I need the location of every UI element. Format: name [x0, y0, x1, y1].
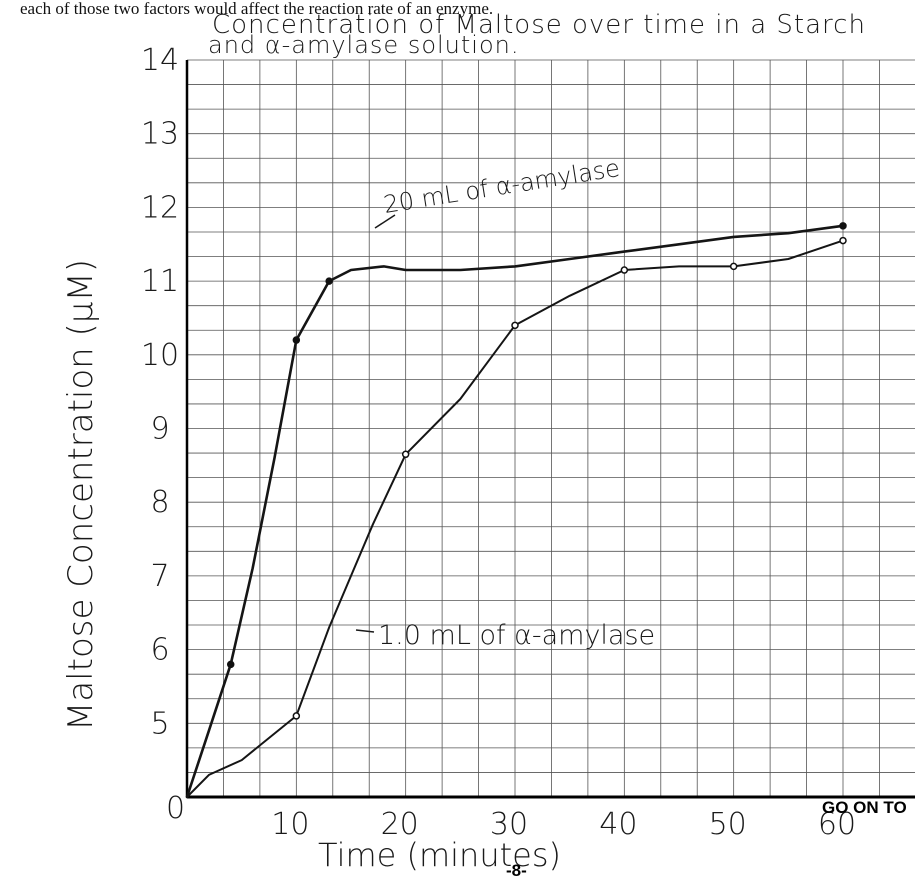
annotation-series-20ml: 20 mL of α-amylase [374, 154, 622, 229]
annotation-1ml-text: 1.0 mL of α-amylase [378, 620, 655, 651]
y-axis-label: Maltose Concentration (μM) [61, 259, 101, 731]
chart-title-line-2: and α-amylase solution. [208, 31, 520, 59]
data-point [839, 236, 847, 245]
chart-axes [185, 60, 915, 799]
y-tick-label: 6 [150, 633, 169, 668]
x-tick-label: 20 [381, 807, 419, 842]
x-tick-label: 50 [709, 807, 747, 842]
data-point [620, 266, 629, 274]
page-number: -8- [506, 861, 527, 880]
x-tick-labels: 10 20 30 40 50 60 [271, 807, 856, 842]
chart-markers [226, 222, 847, 720]
x-tick-label: 40 [599, 807, 637, 842]
y-tick-label: 9 [150, 412, 169, 447]
y-tick-label: 7 [150, 559, 169, 594]
y-tick-label: 12 [141, 190, 179, 225]
x-axis-label: Time (minutes) [318, 836, 561, 874]
data-point [511, 321, 519, 330]
annotation-series-1ml: 1.0 mL of α-amylase [355, 620, 655, 651]
x-tick-label: 10 [271, 807, 309, 842]
series-line-1 [185, 224, 845, 799]
x-tick-label: 30 [490, 807, 528, 842]
go-on-text: GO ON TO [822, 798, 907, 817]
y-tick-labels: 5 6 7 8 9 10 11 12 13 14 [141, 43, 179, 741]
chart-title-line-1: Concentration of Maltose over time in a … [212, 10, 866, 40]
x-tick-label: 60 [818, 807, 856, 842]
y-tick-label: 5 [150, 706, 169, 741]
data-point [292, 336, 301, 344]
y-tick-label: 11 [141, 264, 179, 299]
data-point [292, 712, 301, 720]
question-fragment-text: each of those two factors would affect t… [20, 0, 493, 18]
y-origin-label: 0 [166, 791, 185, 826]
series-line-2 [186, 239, 844, 798]
data-point [729, 262, 738, 271]
y-tick-label: 13 [141, 117, 179, 152]
data-point [839, 222, 847, 230]
y-tick-label: 10 [141, 338, 179, 373]
chart-series [185, 224, 845, 799]
y-tick-label: 8 [150, 485, 169, 520]
annotation-20ml-text: 20 mL of α-amylase [382, 154, 622, 219]
data-point [325, 277, 333, 285]
y-tick-label: 14 [141, 43, 179, 78]
data-point [401, 450, 410, 459]
data-point [226, 660, 235, 669]
